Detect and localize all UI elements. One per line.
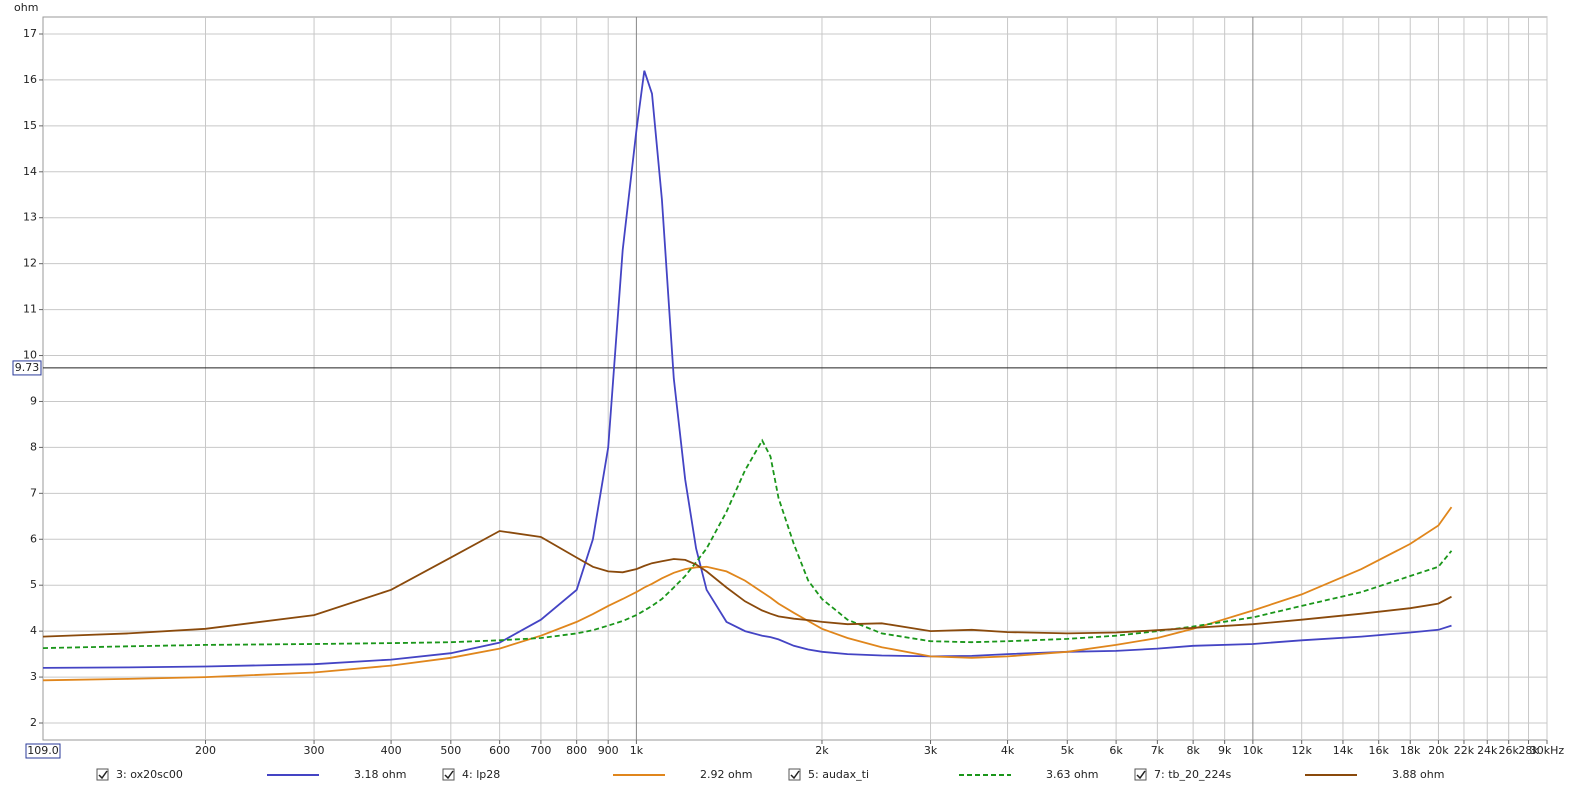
legend-name: 4: lp28 bbox=[462, 768, 500, 781]
x-tick-label: 22k bbox=[1454, 744, 1475, 757]
y-tick-label: 16 bbox=[23, 73, 37, 86]
x-tick-label: 3k bbox=[924, 744, 938, 757]
legend-checkbox[interactable] bbox=[442, 768, 455, 781]
x-tick-label: 18k bbox=[1400, 744, 1421, 757]
series-line bbox=[42, 530, 1452, 638]
x-tick-label: 5k bbox=[1061, 744, 1075, 757]
x-tick-label: 800 bbox=[566, 744, 587, 757]
checkmark bbox=[444, 770, 454, 780]
legend-checkbox[interactable] bbox=[788, 768, 801, 781]
x-tick-label: 28k bbox=[1518, 744, 1539, 757]
y-tick-label: 8 bbox=[30, 440, 37, 453]
legend-name: 7: tb_20_224s bbox=[1154, 768, 1231, 781]
cursor-x-label: 109.0 bbox=[27, 744, 59, 757]
cursor-y-label: 9.73 bbox=[15, 361, 40, 374]
x-tick-label: 600 bbox=[489, 744, 510, 757]
x-tick-label: 1k bbox=[630, 744, 644, 757]
x-tick-label: 6k bbox=[1109, 744, 1123, 757]
series-line bbox=[42, 506, 1453, 682]
checkmark bbox=[1136, 770, 1146, 780]
y-tick-label: 9 bbox=[30, 394, 37, 407]
legend-checkbox[interactable] bbox=[1134, 768, 1147, 781]
y-tick-label: 12 bbox=[23, 257, 37, 270]
series-line bbox=[42, 70, 1452, 669]
checkmark bbox=[98, 770, 108, 780]
x-tick-label: 200 bbox=[195, 744, 216, 757]
y-tick-label: 3 bbox=[30, 670, 37, 683]
y-tick-label: 2 bbox=[30, 716, 37, 729]
x-tick-label: 10k bbox=[1243, 744, 1264, 757]
x-tick-label: 400 bbox=[381, 744, 402, 757]
x-tick-label: 7k bbox=[1151, 744, 1165, 757]
y-tick-label: 15 bbox=[23, 119, 37, 132]
series-line bbox=[42, 438, 1453, 649]
x-tick-label: 9k bbox=[1218, 744, 1232, 757]
x-tick-label: 8k bbox=[1186, 744, 1200, 757]
y-tick-label: 17 bbox=[23, 27, 37, 40]
y-tick-label: 6 bbox=[30, 532, 37, 545]
x-tick-label: 12k bbox=[1291, 744, 1312, 757]
legend-value: 3.18 ohm bbox=[354, 768, 406, 781]
legend-name: 5: audax_ti bbox=[808, 768, 869, 781]
x-tick-label: 24k bbox=[1477, 744, 1498, 757]
cursor-box bbox=[25, 743, 61, 759]
y-tick-label: 14 bbox=[23, 165, 37, 178]
x-tick-label: 900 bbox=[598, 744, 619, 757]
legend-value: 3.88 ohm bbox=[1392, 768, 1444, 781]
y-tick-label: 4 bbox=[30, 624, 37, 637]
x-tick-label: 14k bbox=[1333, 744, 1354, 757]
x-tick-label: 16k bbox=[1369, 744, 1390, 757]
x-tick-label: 26k bbox=[1499, 744, 1520, 757]
legend-value: 3.63 ohm bbox=[1046, 768, 1098, 781]
cursor-box bbox=[12, 360, 42, 376]
legend-value: 2.92 ohm bbox=[700, 768, 752, 781]
x-tick-label: 30kHz bbox=[1530, 744, 1565, 757]
x-tick-label: 500 bbox=[440, 744, 461, 757]
x-tick-label: 2k bbox=[815, 744, 829, 757]
checkmark bbox=[790, 770, 800, 780]
legend-name: 3: ox20sc00 bbox=[116, 768, 183, 781]
x-tick-label: 700 bbox=[530, 744, 551, 757]
y-tick-label: 10 bbox=[23, 349, 37, 362]
y-tick-label: 5 bbox=[30, 578, 37, 591]
y-axis-label: ohm bbox=[14, 1, 38, 14]
y-tick-label: 13 bbox=[23, 211, 37, 224]
x-tick-label: 300 bbox=[304, 744, 325, 757]
x-tick-label: 20k bbox=[1428, 744, 1449, 757]
y-tick-label: 11 bbox=[23, 303, 37, 316]
x-tick-label: 4k bbox=[1001, 744, 1015, 757]
y-tick-label: 7 bbox=[30, 486, 37, 499]
legend-checkbox[interactable] bbox=[96, 768, 109, 781]
